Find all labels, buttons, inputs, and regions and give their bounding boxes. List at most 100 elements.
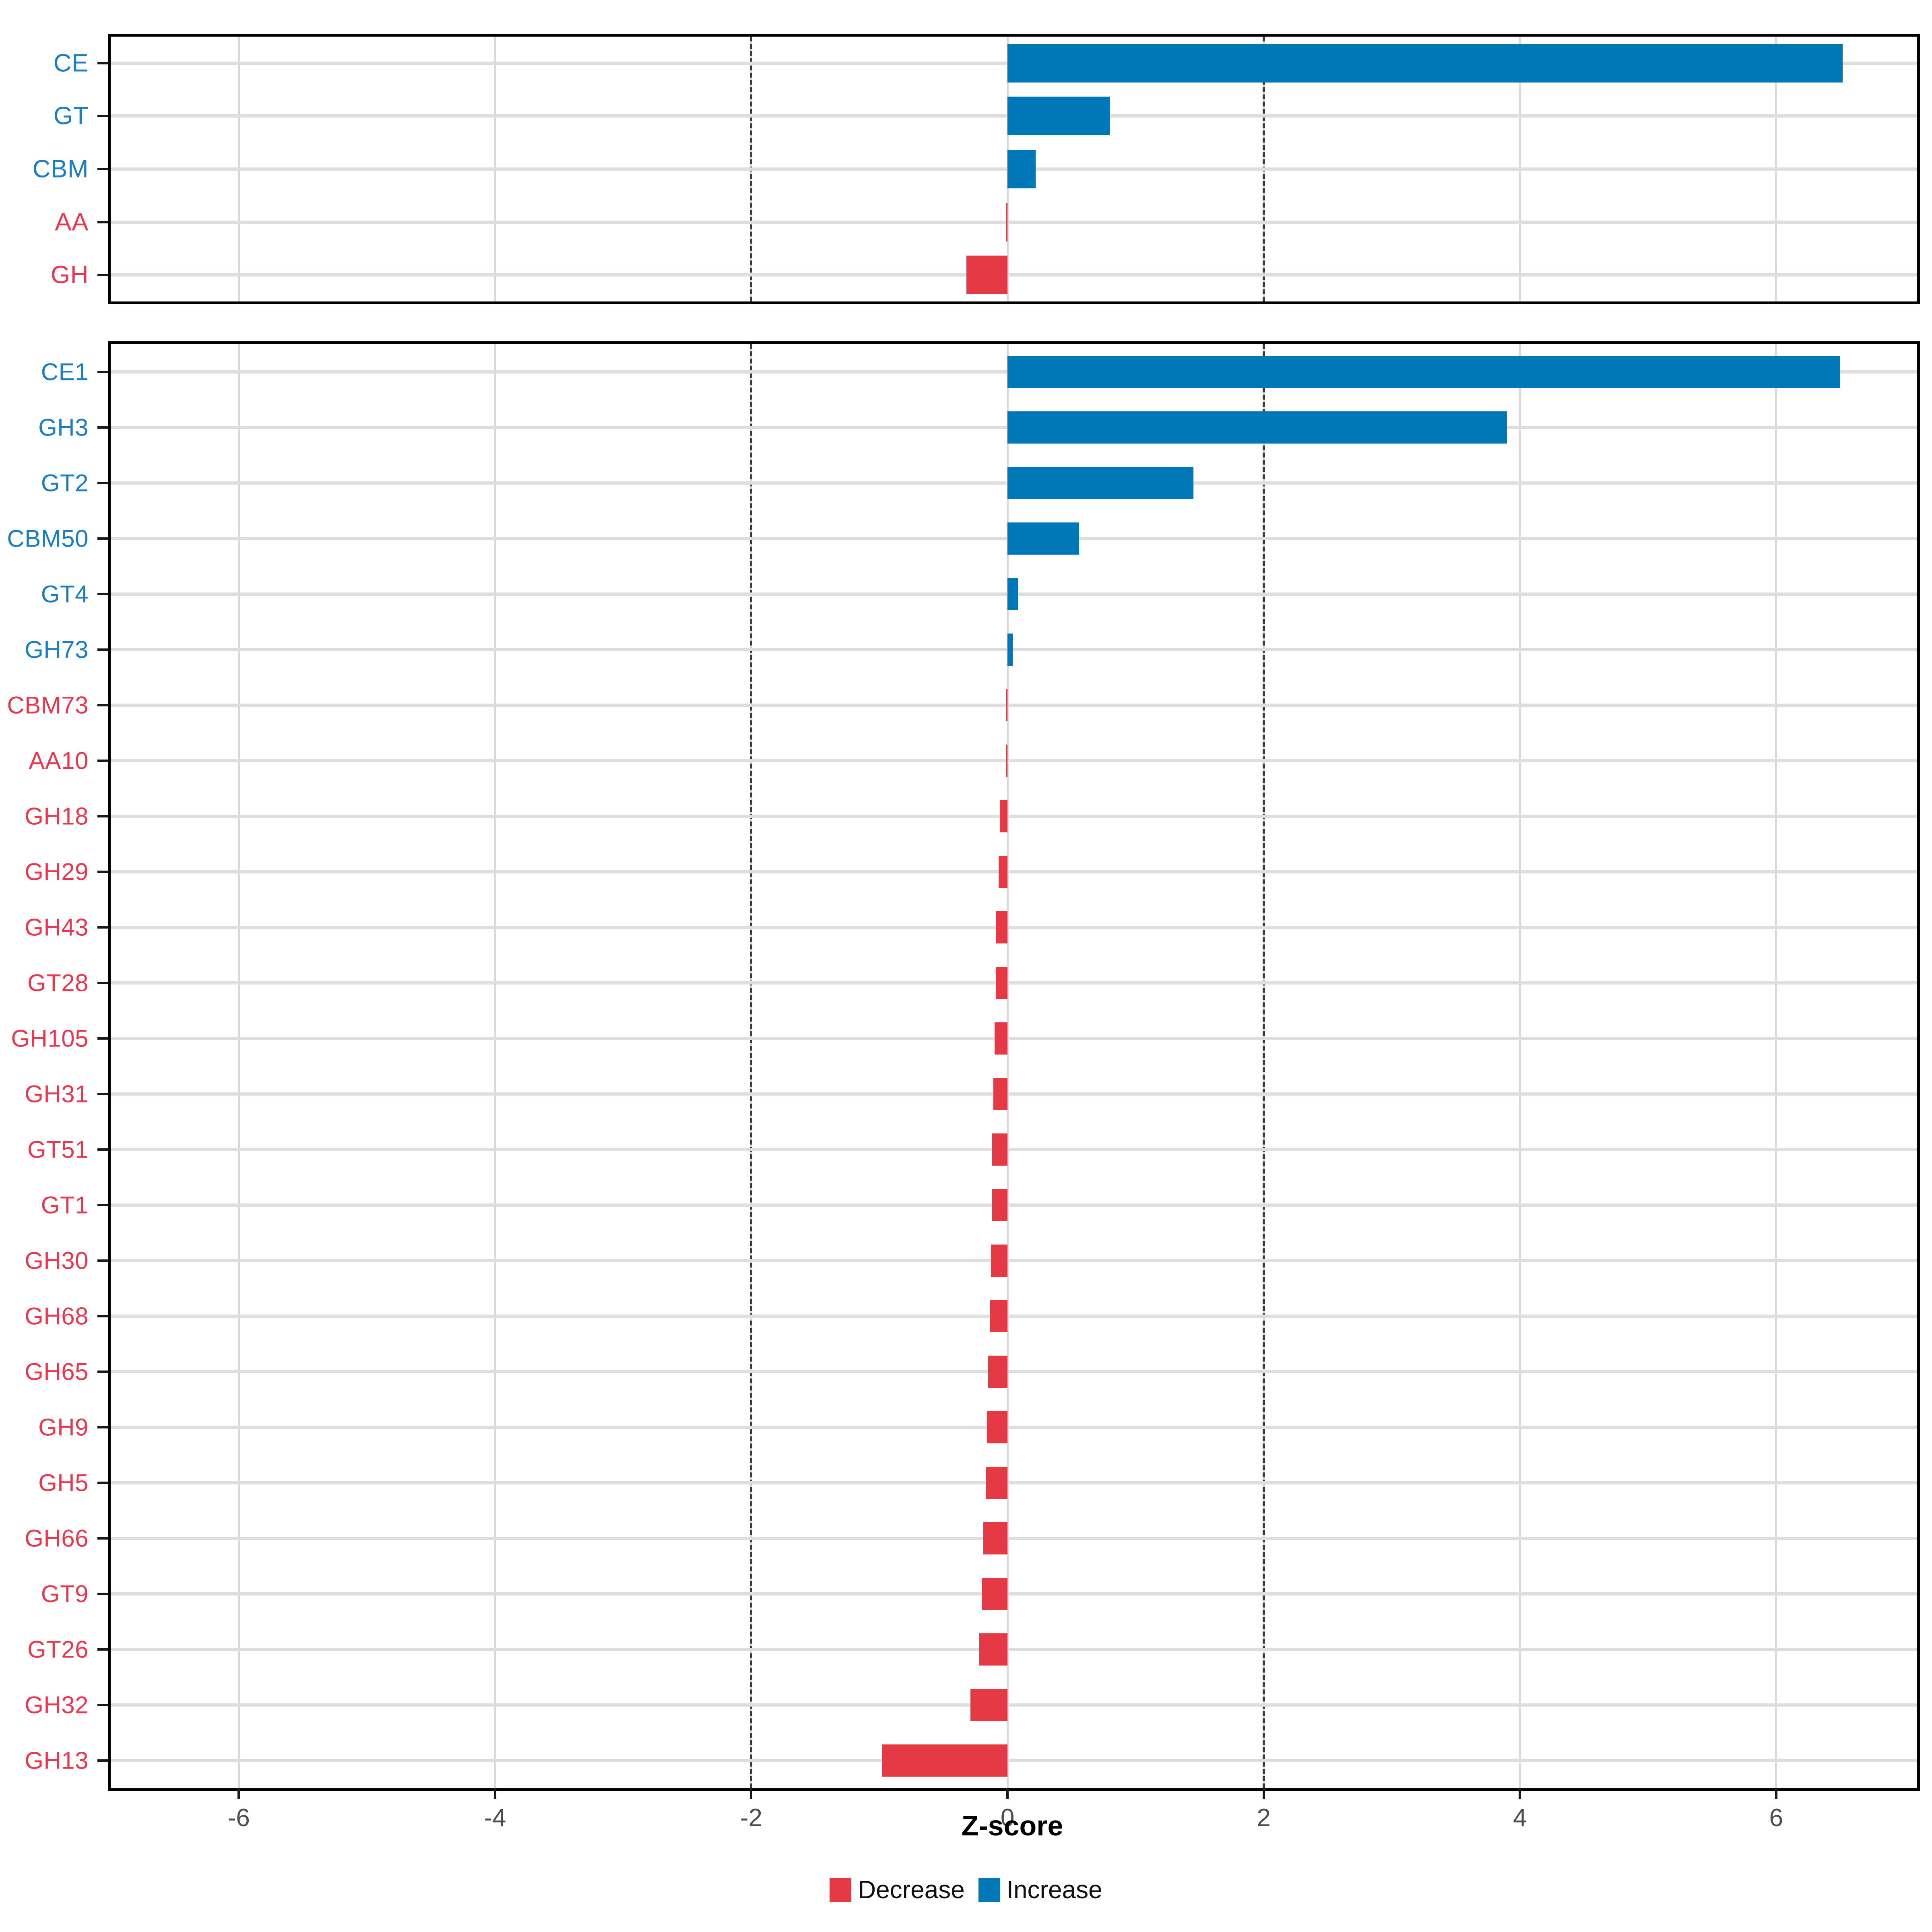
y-tick-mark bbox=[97, 1315, 108, 1317]
bar-GH9[interactable] bbox=[987, 1411, 1008, 1443]
category-gridline bbox=[111, 1426, 1917, 1429]
category-gridline bbox=[111, 981, 1917, 985]
y-axis-label-GT1: GT1 bbox=[41, 1191, 89, 1219]
category-gridline bbox=[111, 1037, 1917, 1040]
category-gridline bbox=[111, 1092, 1917, 1096]
y-axis-label-GT: GT bbox=[53, 102, 89, 130]
category-gridline bbox=[111, 1537, 1917, 1540]
x-tick-mark bbox=[1006, 1788, 1009, 1799]
bar-GT[interactable] bbox=[1007, 97, 1110, 136]
y-tick-mark bbox=[97, 115, 108, 118]
bar-AA10[interactable] bbox=[1006, 745, 1008, 777]
bar-GT1[interactable] bbox=[992, 1189, 1008, 1221]
bar-CE[interactable] bbox=[1007, 43, 1843, 83]
bar-GH68[interactable] bbox=[989, 1300, 1008, 1332]
legend-swatch-decrease bbox=[830, 1878, 852, 1902]
bar-GH32[interactable] bbox=[970, 1689, 1008, 1721]
bar-GH43[interactable] bbox=[996, 911, 1008, 943]
category-gridline bbox=[111, 1203, 1917, 1207]
bar-GH66[interactable] bbox=[983, 1522, 1008, 1554]
y-axis-label-GH31: GH31 bbox=[25, 1080, 89, 1108]
x-tick-label-2: 2 bbox=[1257, 1804, 1271, 1832]
x-tick-label-4: 4 bbox=[1513, 1804, 1527, 1832]
bar-CBM50[interactable] bbox=[1007, 522, 1080, 555]
x-tick-mark bbox=[1262, 1788, 1265, 1799]
category-gridline bbox=[111, 926, 1917, 929]
category-gridline bbox=[111, 1759, 1917, 1762]
y-tick-mark bbox=[97, 1204, 108, 1206]
bar-GT51[interactable] bbox=[992, 1133, 1008, 1166]
category-gridline bbox=[111, 1592, 1917, 1596]
chart-legend: Decrease Increase bbox=[0, 1876, 1932, 1904]
legend-label-increase: Increase bbox=[1006, 1876, 1102, 1904]
category-gridline bbox=[111, 1315, 1917, 1318]
x-tick-label-0: 0 bbox=[1000, 1804, 1015, 1832]
y-axis-label-GH105: GH105 bbox=[11, 1025, 89, 1052]
y-tick-mark bbox=[97, 815, 108, 817]
x-gridline-6 bbox=[1775, 344, 1777, 1788]
category-gridline bbox=[111, 1481, 1917, 1484]
y-axis-label-GH29: GH29 bbox=[25, 858, 89, 886]
x-tick-mark bbox=[1775, 1788, 1777, 1799]
bar-GH73[interactable] bbox=[1007, 634, 1013, 666]
bar-GH5[interactable] bbox=[985, 1467, 1008, 1499]
bar-GH31[interactable] bbox=[993, 1078, 1008, 1110]
legend-label-decrease: Decrease bbox=[858, 1876, 965, 1904]
bar-GH3[interactable] bbox=[1007, 411, 1507, 444]
y-tick-mark bbox=[97, 1482, 108, 1484]
bar-CE1[interactable] bbox=[1007, 356, 1840, 388]
y-axis-label-GH32: GH32 bbox=[25, 1691, 89, 1719]
category-gridline bbox=[111, 1148, 1917, 1151]
y-tick-mark bbox=[97, 221, 108, 223]
bar-GH30[interactable] bbox=[991, 1245, 1008, 1277]
bar-GT9[interactable] bbox=[982, 1578, 1008, 1610]
y-axis-label-GT28: GT28 bbox=[27, 969, 89, 997]
y-axis-label-CE1: CE1 bbox=[41, 358, 89, 386]
y-axis-label-AA: AA bbox=[55, 208, 89, 236]
bar-GH[interactable] bbox=[966, 256, 1008, 295]
x-tick-label-neg4: -4 bbox=[484, 1804, 506, 1832]
y-tick-mark bbox=[97, 1148, 108, 1151]
bar-GT26[interactable] bbox=[979, 1633, 1008, 1666]
y-tick-mark bbox=[97, 648, 108, 651]
category-gridline bbox=[111, 1703, 1917, 1707]
legend-item-increase[interactable]: Increase bbox=[978, 1876, 1102, 1904]
bar-CBM[interactable] bbox=[1007, 150, 1036, 188]
bar-CBM73[interactable] bbox=[1006, 689, 1008, 721]
category-gridline bbox=[111, 220, 1917, 224]
bar-GT4[interactable] bbox=[1007, 578, 1018, 610]
y-tick-mark bbox=[97, 593, 108, 595]
category-gridline bbox=[111, 1370, 1917, 1373]
y-tick-mark bbox=[97, 274, 108, 277]
y-tick-mark bbox=[97, 371, 108, 373]
reference-line-pos2 bbox=[1262, 344, 1265, 1788]
x-tick-label-neg6: -6 bbox=[227, 1804, 250, 1832]
category-gridline bbox=[111, 815, 1917, 818]
bar-GT28[interactable] bbox=[996, 967, 1008, 999]
y-tick-mark bbox=[97, 1648, 108, 1651]
bar-AA[interactable] bbox=[1006, 202, 1008, 242]
bar-GH13[interactable] bbox=[882, 1744, 1008, 1777]
bar-GT2[interactable] bbox=[1007, 467, 1193, 499]
y-tick-mark bbox=[97, 62, 108, 64]
y-axis-label-CE: CE bbox=[53, 49, 89, 77]
y-axis-label-GH65: GH65 bbox=[25, 1358, 89, 1385]
panel-top-plot-area bbox=[111, 37, 1917, 301]
bar-GH65[interactable] bbox=[988, 1356, 1008, 1388]
category-gridline bbox=[111, 1648, 1917, 1651]
legend-item-decrease[interactable]: Decrease bbox=[830, 1876, 965, 1904]
y-axis-label-CBM50: CBM50 bbox=[7, 525, 89, 552]
y-axis-label-GT9: GT9 bbox=[41, 1580, 89, 1608]
bar-GH18[interactable] bbox=[999, 800, 1008, 832]
category-gridline bbox=[111, 704, 1917, 707]
y-tick-mark bbox=[97, 1537, 108, 1540]
y-axis-label-AA10: AA10 bbox=[29, 747, 89, 774]
x-tick-mark bbox=[750, 1788, 753, 1799]
y-tick-mark bbox=[97, 168, 108, 170]
bar-GH105[interactable] bbox=[995, 1022, 1008, 1055]
y-axis-label-GH66: GH66 bbox=[25, 1525, 89, 1552]
y-tick-mark bbox=[97, 704, 108, 706]
bar-GH29[interactable] bbox=[998, 856, 1008, 888]
y-tick-mark bbox=[97, 1759, 108, 1762]
